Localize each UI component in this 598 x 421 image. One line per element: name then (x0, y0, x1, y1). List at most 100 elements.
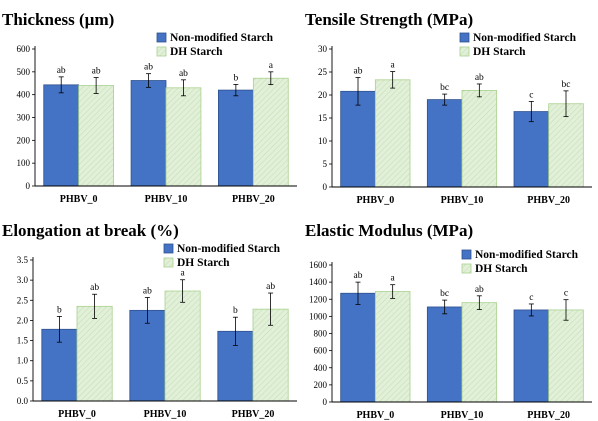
y-tick-label: 1400 (309, 277, 328, 287)
significance-letter: a (269, 61, 274, 71)
bar-dh-starch (164, 290, 201, 402)
bar-dh-starch (548, 103, 584, 188)
significance-letter: ab (354, 67, 363, 77)
bar-non-modified-starch (129, 309, 166, 402)
bar-dh-starch (165, 87, 202, 187)
bar-dh-starch (548, 309, 584, 403)
y-tick-label: 0 (323, 397, 328, 407)
legend-swatch-dh-starch (163, 257, 174, 268)
y-tick-label: 800 (314, 329, 328, 339)
x-category-label: PHBV_20 (232, 194, 275, 205)
x-category-label: PHBV_10 (441, 410, 484, 421)
bar-dh-starch (461, 302, 498, 403)
bar-dh-starch (78, 85, 114, 187)
y-tick-label: 1200 (309, 294, 328, 304)
significance-letter: c (529, 90, 533, 100)
significance-letter: b (57, 305, 62, 315)
bar-non-modified-starch (426, 99, 463, 188)
significance-letter: c (564, 289, 568, 299)
y-tick-label: 400 (17, 90, 31, 100)
legend-label: DH Starch (475, 263, 528, 275)
chart-title: Elongation at break (%) (2, 221, 179, 240)
significance-letter: bc (562, 80, 571, 90)
x-category-label: PHBV_10 (144, 409, 187, 420)
bar-non-modified-starch (340, 292, 376, 403)
bar-non-modified-starch (130, 80, 167, 187)
y-tick-label: 1.5 (17, 336, 29, 346)
bar-dh-starch (374, 79, 411, 188)
legend-swatch-non-modified-starch (163, 243, 174, 254)
legend-swatch-non-modified-starch (459, 32, 470, 43)
y-tick-label: 500 (17, 67, 31, 77)
y-tick-label: 1.0 (17, 356, 29, 366)
y-tick-label: 1000 (309, 311, 328, 321)
y-tick-label: 30 (318, 44, 328, 54)
legend-label: DH Starch (473, 46, 526, 58)
y-tick-label: 600 (17, 44, 31, 54)
legend-swatch-dh-starch (459, 46, 470, 57)
significance-letter: ab (144, 63, 153, 73)
y-tick-label: 600 (314, 346, 328, 356)
y-tick-label: 2.0 (17, 315, 29, 325)
significance-letter: b (233, 306, 238, 316)
x-category-label: PHBV_10 (145, 194, 188, 205)
y-tick-label: 5 (323, 159, 328, 169)
chart-panel-3: Elongation at break (%) 0.0 0.5 1.0 1.5 2.0 2.… (2, 221, 297, 420)
significance-letter: a (391, 274, 396, 284)
significance-letter: bc (440, 83, 449, 93)
significance-letter: ab (475, 73, 484, 83)
x-category-label: PHBV_0 (58, 409, 96, 420)
y-tick-label: 0.0 (17, 396, 29, 406)
legend-label: Non-modified Starch (473, 32, 577, 44)
significance-letter: b (233, 73, 238, 83)
significance-letter: ab (90, 283, 99, 293)
significance-letter: ab (475, 285, 484, 295)
legend-swatch-dh-starch (461, 263, 472, 274)
bar-dh-starch (374, 291, 411, 403)
bar-dh-starch (252, 77, 289, 187)
y-tick-label: 3.5 (17, 255, 29, 265)
bar-non-modified-starch (426, 306, 463, 403)
bar-non-modified-starch (43, 84, 80, 187)
chart-title: Thickness (µm) (2, 10, 114, 29)
x-category-label: PHBV_0 (356, 410, 394, 421)
y-tick-label: 25 (318, 67, 328, 77)
significance-letter: ab (57, 66, 66, 76)
legend-swatch-non-modified-starch (156, 32, 167, 43)
y-tick-label: 1600 (309, 260, 328, 270)
y-tick-label: 0 (26, 181, 31, 191)
legend-label: Non-modified Starch (475, 249, 579, 261)
y-tick-label: 200 (17, 135, 31, 145)
significance-letter: ab (354, 271, 363, 281)
significance-letter: ab (143, 286, 152, 296)
y-tick-label: 2.5 (17, 295, 29, 305)
legend-label: Non-modified Starch (170, 32, 274, 44)
x-category-label: PHBV_20 (232, 409, 275, 420)
significance-letter: a (391, 61, 396, 71)
y-tick-label: 3.0 (17, 275, 29, 285)
legend-swatch-dh-starch (156, 46, 167, 57)
chart-panel-2: Tensile Strength (MPa) 0 5 10 15 20 25 30 ab a PHB… (305, 10, 592, 206)
significance-letter: c (529, 293, 533, 303)
y-tick-label: 400 (314, 363, 328, 373)
y-tick-label: 100 (17, 158, 31, 168)
legend-label: DH Starch (170, 46, 223, 58)
y-tick-label: 15 (318, 113, 328, 123)
y-tick-label: 0 (323, 182, 328, 192)
x-category-label: PHBV_0 (60, 194, 98, 205)
bar-dh-starch (76, 305, 113, 402)
significance-letter: ab (266, 282, 275, 292)
chart-panel-4: Elastic Modulus (MPa) 0 200 400 600 800 1000 12… (305, 221, 592, 421)
chart-title: Elastic Modulus (MPa) (305, 221, 473, 240)
y-tick-label: 0.5 (17, 376, 29, 386)
significance-letter: a (180, 269, 185, 279)
legend-swatch-non-modified-starch (461, 249, 472, 260)
x-category-label: PHBV_10 (441, 195, 484, 206)
x-category-label: PHBV_0 (356, 195, 394, 206)
x-category-label: PHBV_20 (527, 410, 570, 421)
bar-dh-starch (461, 90, 498, 188)
y-tick-label: 200 (314, 380, 328, 390)
legend-label: DH Starch (177, 257, 230, 269)
